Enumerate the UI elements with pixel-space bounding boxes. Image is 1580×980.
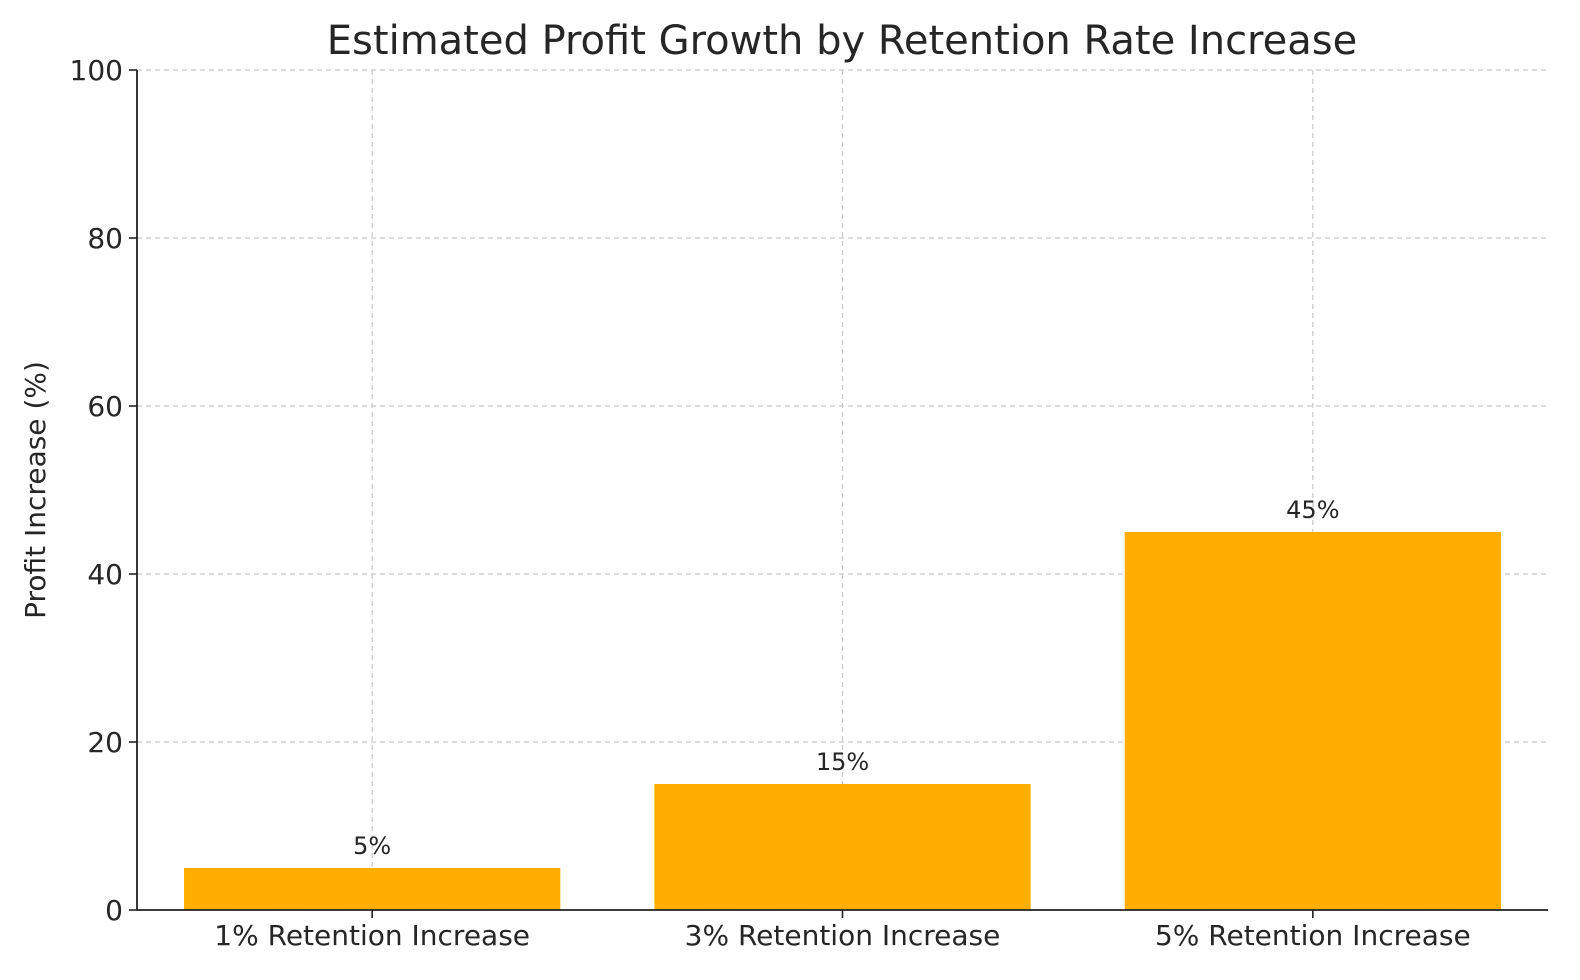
chart-title: Estimated Profit Growth by Retention Rat… [327, 18, 1357, 64]
y-tick-label: 100 [70, 54, 123, 87]
x-tick-label: 3% Retention Increase [685, 919, 1001, 952]
bars: 5% 15% 45% [184, 496, 1501, 910]
y-tick-label: 20 [87, 726, 123, 759]
data-label: 5% [353, 832, 391, 860]
y-tick-label: 80 [87, 222, 123, 255]
bar [1124, 532, 1501, 910]
x-tick-label: 5% Retention Increase [1155, 919, 1471, 952]
data-label: 45% [1286, 496, 1339, 524]
y-axis-label: Profit Increase (%) [19, 361, 52, 619]
y-tick-label: 60 [87, 390, 123, 423]
bar [654, 784, 1031, 910]
data-label: 15% [816, 748, 869, 776]
y-tick-label: 0 [105, 894, 123, 927]
axes: 0 20 40 60 80 100 1% Retention Increase 3% Rete… [70, 54, 1548, 952]
grid [137, 69, 1548, 911]
y-tick-label: 40 [87, 558, 123, 591]
bar [184, 868, 561, 910]
x-tick-label: 1% Retention Increase [214, 919, 530, 952]
